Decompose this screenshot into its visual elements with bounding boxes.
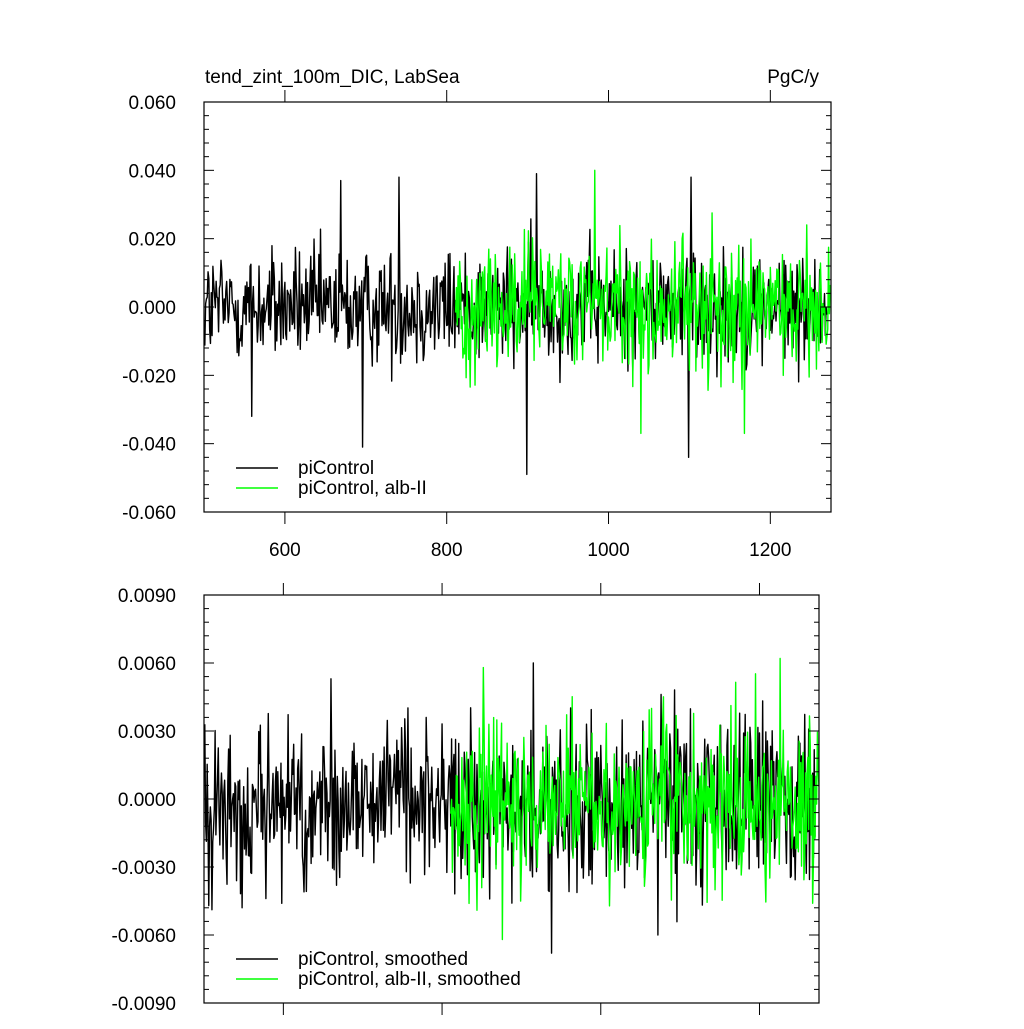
y-tick-label: 0.000 — [128, 298, 176, 319]
y-tick-label: 0.0060 — [118, 654, 176, 675]
y-tick-label: -0.0090 — [112, 994, 176, 1015]
series-group — [204, 169, 831, 476]
series-line-picontrol-alb-ii-smoothed — [450, 657, 819, 941]
chart-panel-2: -0.0090 -0.0060 -0.0030 0.0000 0.0030 0.0060 0… — [112, 583, 820, 1015]
y-tick-label: -0.0030 — [112, 858, 176, 879]
series-line-picontrol-alb-ii — [454, 169, 831, 435]
y-tick-label: 0.0000 — [118, 790, 176, 811]
x-tick-label: 1000 — [587, 540, 629, 561]
y-tick-label: 0.040 — [128, 161, 176, 182]
y-tick-label: 0.0030 — [118, 722, 176, 743]
legend-label: piControl, alb-II, smoothed — [298, 969, 521, 990]
y-tick-label: -0.020 — [122, 366, 176, 387]
x-tick-label: 600 — [269, 540, 301, 561]
y-tick-label: 0.0090 — [118, 586, 176, 607]
y-tick-label: -0.060 — [122, 503, 176, 524]
chart-panel-1: -0.060 -0.040 -0.020 0.000 0.020 0.040 0.060 60… — [122, 90, 832, 561]
legend-label: piControl — [298, 458, 374, 479]
y-tick-label: 0.060 — [128, 93, 176, 114]
legend-label: piControl, alb-II — [298, 478, 427, 499]
y-tick-label: -0.040 — [122, 435, 176, 456]
series-group — [204, 657, 819, 954]
y-tick-label: -0.0060 — [112, 926, 176, 947]
chart-units: PgC/y — [767, 67, 819, 88]
x-tick-label: 800 — [431, 540, 463, 561]
y-tick-label: 0.020 — [128, 230, 176, 251]
x-tick-label: 1200 — [749, 540, 791, 561]
chart-title: tend_zint_100m_DIC, LabSea — [205, 67, 460, 88]
legend-label: piControl, smoothed — [298, 949, 468, 970]
